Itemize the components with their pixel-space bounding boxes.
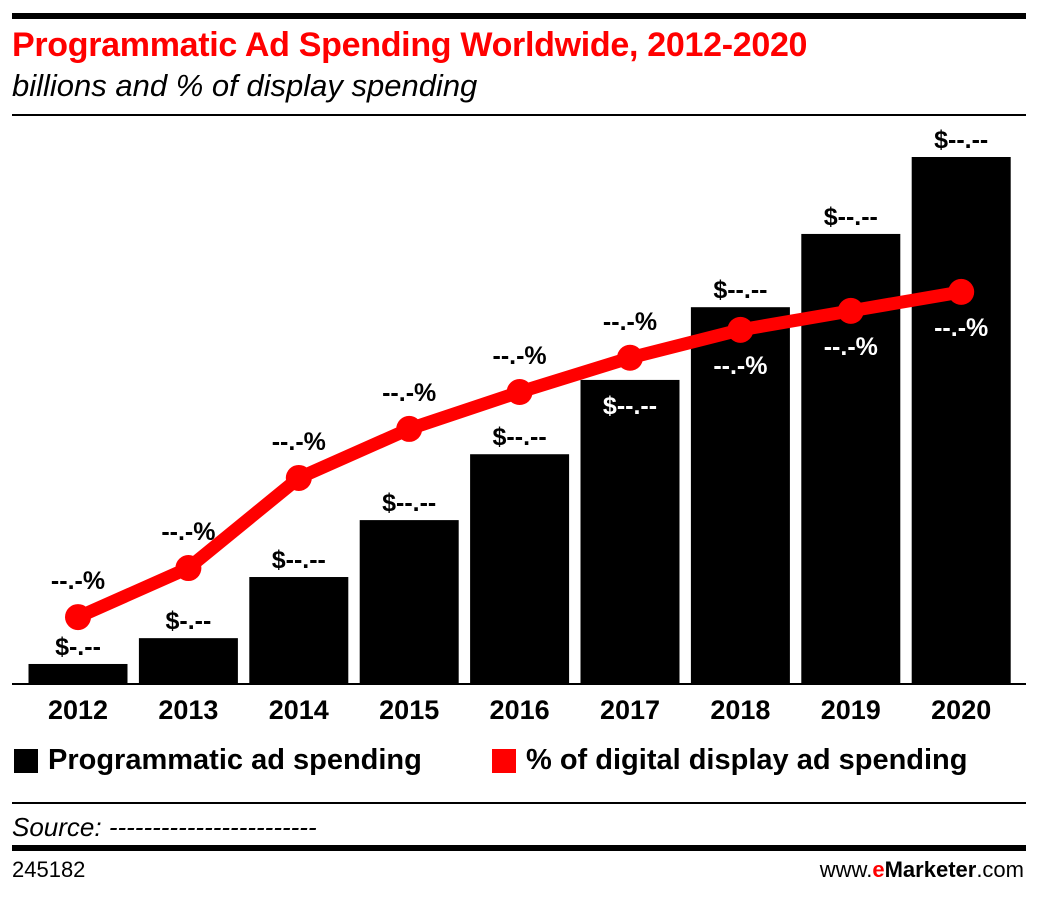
bar-2014 <box>249 577 349 684</box>
x-tick-label: 2017 <box>600 695 660 725</box>
bar-value-label: $--.-- <box>934 126 988 154</box>
bar-2017 <box>580 379 680 684</box>
x-tick-label: 2018 <box>710 695 770 725</box>
line-value-label: --.-% <box>713 352 767 380</box>
bar-value-label: $--.-- <box>713 276 767 304</box>
bar-2020 <box>911 157 1011 684</box>
site-e: e <box>872 857 885 882</box>
bar-2016 <box>470 454 570 684</box>
line-value-label: --.-% <box>272 428 326 456</box>
legend-swatch-red <box>492 748 516 773</box>
x-tick-label: 2013 <box>158 695 218 725</box>
line-value-label: --.-% <box>603 308 657 336</box>
x-tick-label: 2020 <box>931 695 991 725</box>
x-tick-label: 2016 <box>490 695 550 725</box>
title-divider <box>12 114 1026 116</box>
line-value-label: --.-% <box>824 333 878 361</box>
line-value-label: --.-% <box>382 379 436 407</box>
legend-divider <box>12 802 1026 804</box>
bar-2012 <box>28 663 128 684</box>
legend-item-line: % of digital display ad spending <box>492 744 968 777</box>
line-point-2016 <box>506 379 533 406</box>
line-point-2020 <box>948 278 975 305</box>
legend-item-bars: Programmatic ad spending <box>14 744 422 777</box>
x-tick-label: 2012 <box>48 695 108 725</box>
bar-value-label: $-.-- <box>55 633 101 661</box>
site-prefix: www. <box>819 857 873 882</box>
bar-value-label: $--.-- <box>493 423 547 451</box>
line-point-2018 <box>727 316 754 343</box>
chart-id: 245182 <box>12 857 86 882</box>
emarketer-logo[interactable]: www.eMarketer.com <box>820 857 1024 883</box>
line-point-2012 <box>65 604 91 631</box>
line-point-2019 <box>837 297 864 324</box>
top-rule <box>12 13 1026 19</box>
line-point-2014 <box>285 464 312 491</box>
bar-2015 <box>359 520 459 684</box>
bar-value-label: $--.-- <box>382 489 436 517</box>
bar-2018 <box>690 307 790 684</box>
line-value-label: --.-% <box>934 314 988 342</box>
bar-2013 <box>138 638 238 684</box>
legend-label: % of digital display ad spending <box>526 744 968 776</box>
line-point-2017 <box>617 344 643 371</box>
x-tick-label: 2019 <box>821 695 881 725</box>
bottom-rule <box>12 845 1026 851</box>
bar-value-label: $-.-- <box>165 607 211 635</box>
site-suffix: .com <box>976 857 1024 882</box>
site-brand: Marketer <box>884 857 977 882</box>
bar-value-label: $--.-- <box>824 203 878 231</box>
x-tick-label: 2015 <box>379 695 439 725</box>
x-tick-label: 2014 <box>269 695 329 725</box>
legend-swatch-black <box>14 748 38 773</box>
chart-subtitle: billions and % of display spending <box>12 68 478 103</box>
chart-title: Programmatic Ad Spending Worldwide, 2012… <box>12 26 808 64</box>
line-value-label: --.-% <box>51 567 105 595</box>
line-value-label: --.-% <box>161 518 215 546</box>
bar-value-label: $--.-- <box>603 392 657 420</box>
legend-label: Programmatic ad spending <box>48 744 422 776</box>
plot-area: 2012 $-.-- 2013 $-.-- 2014 $--.-- 2015 $--.-- 20… <box>12 126 1026 725</box>
line-point-2015 <box>396 415 423 442</box>
source-note: Source: ------------------------ <box>12 812 317 842</box>
bar-value-label: $--.-- <box>272 546 326 574</box>
line-value-label: --.-% <box>493 342 547 370</box>
line-point-2013 <box>175 555 202 582</box>
